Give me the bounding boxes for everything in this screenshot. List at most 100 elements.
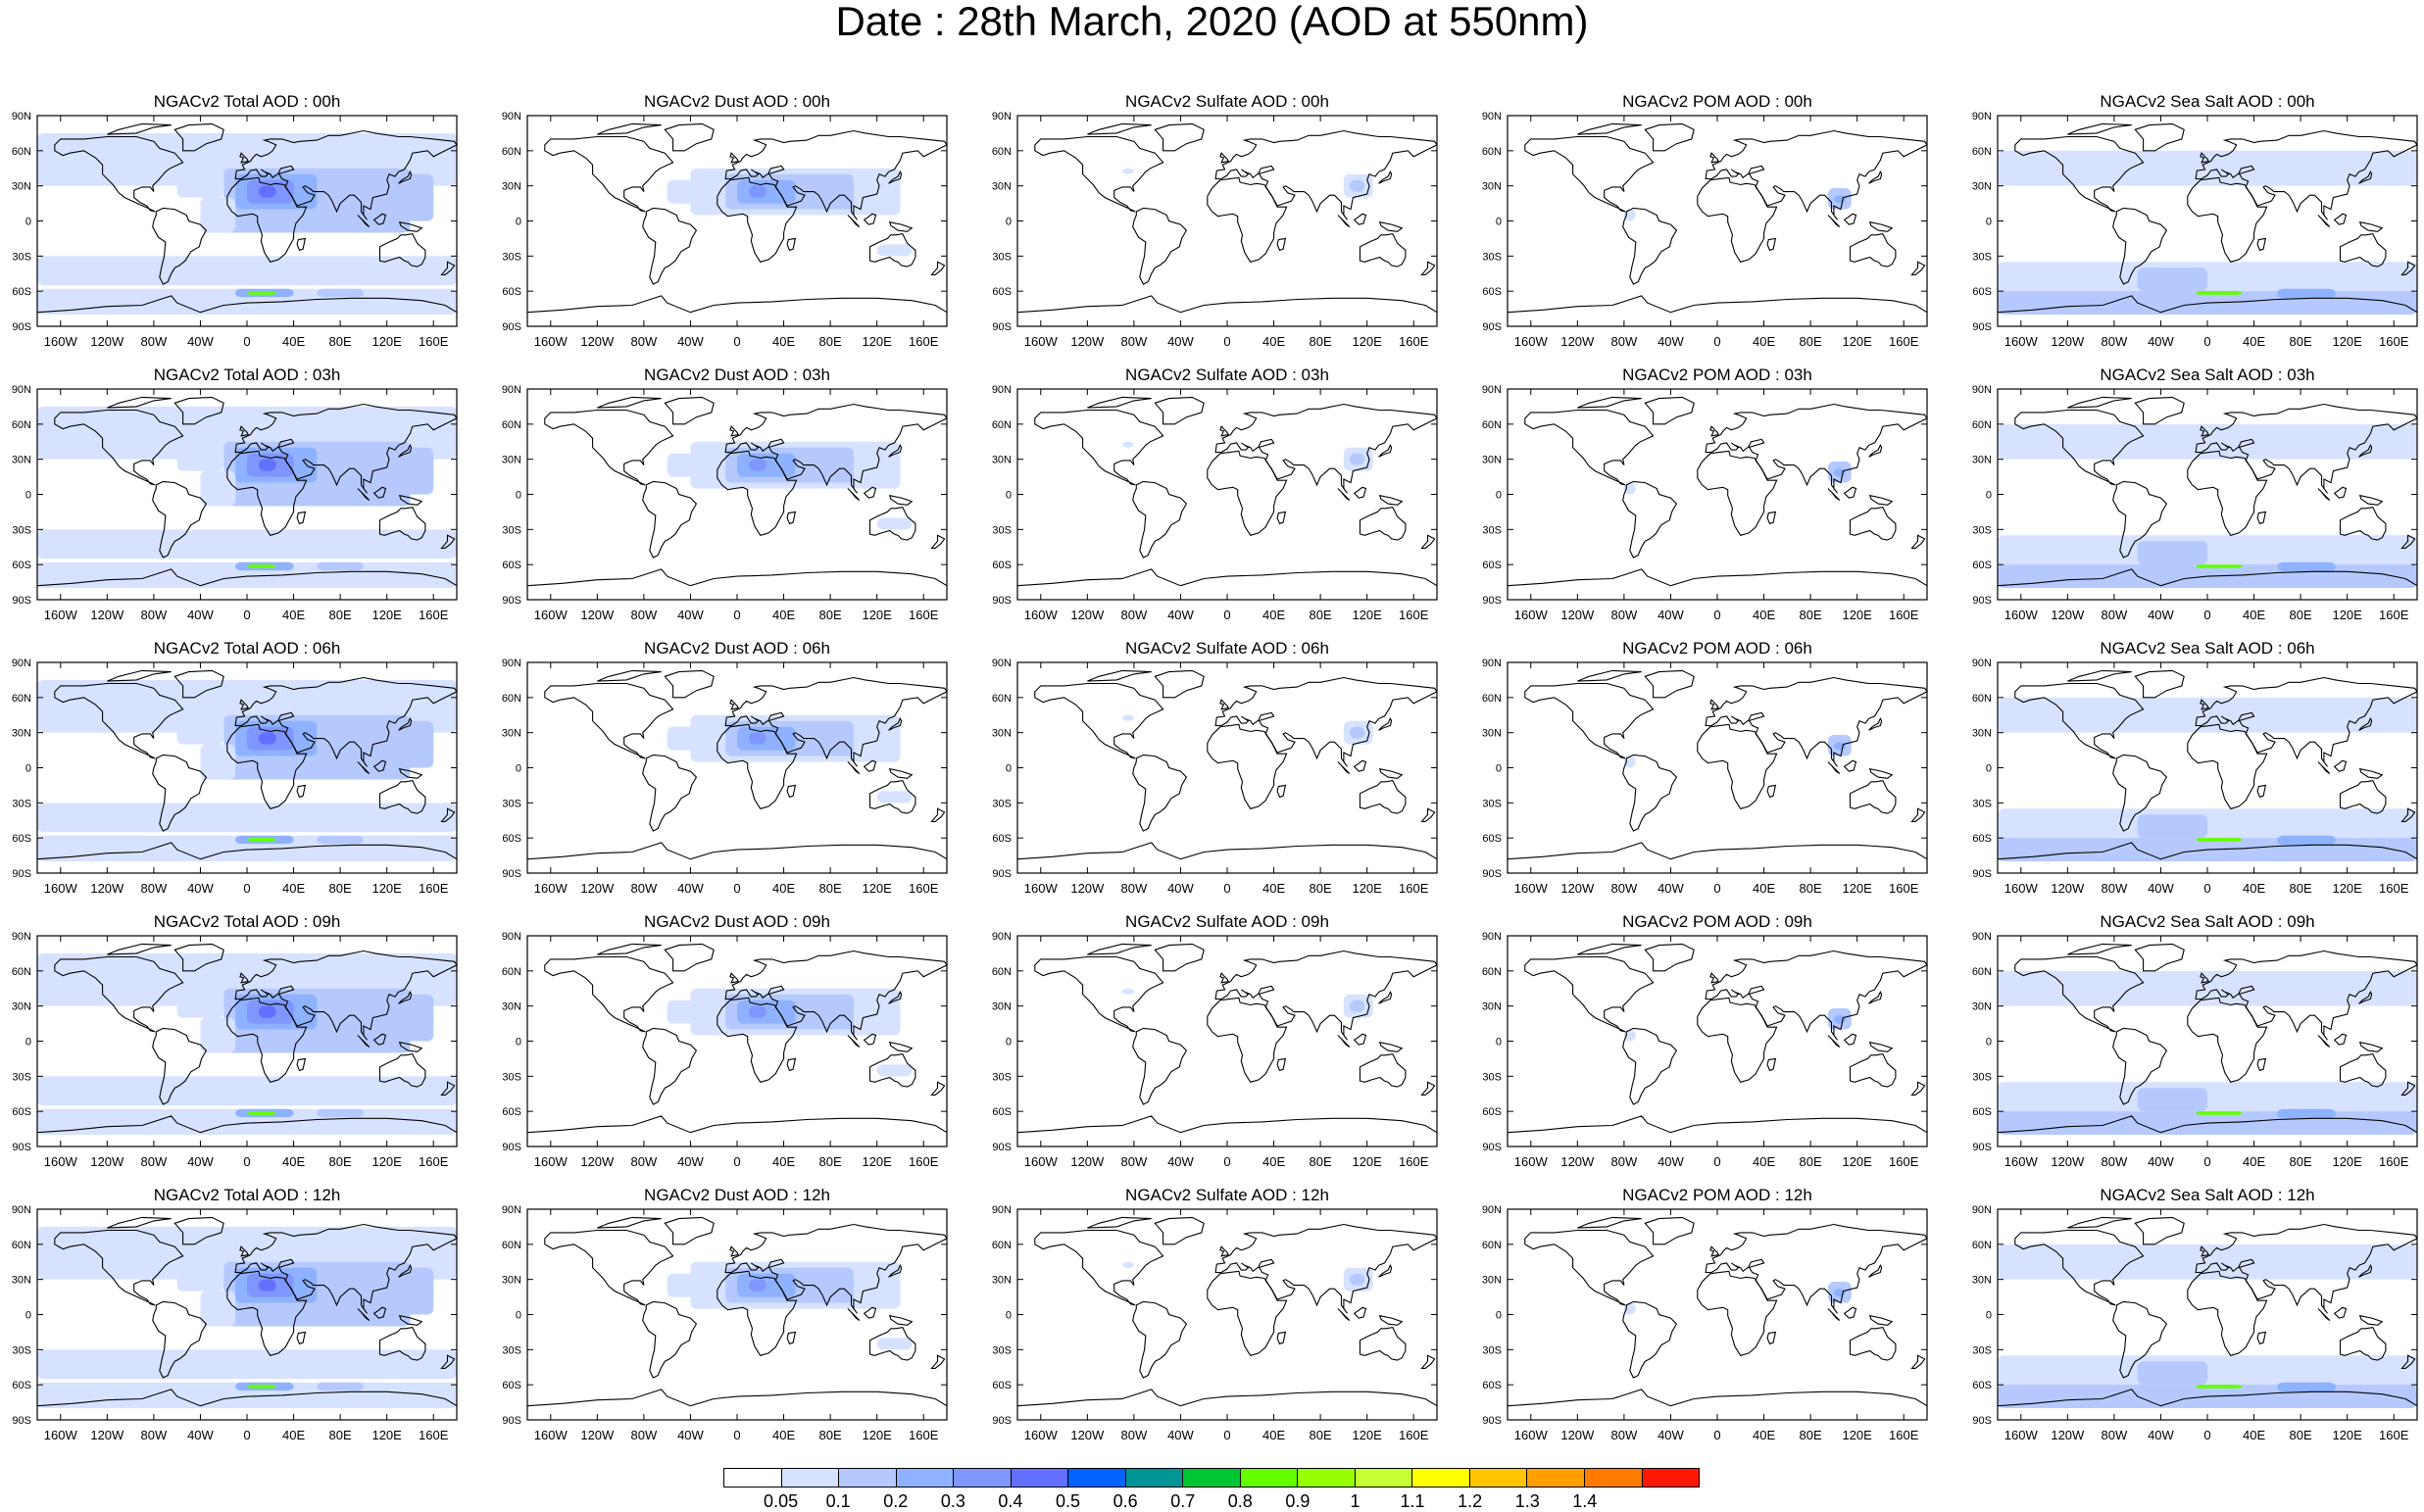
map-panel: NGACv2 Total AOD : 09h 90N 60N 30N 0 30S 60S 90… (12, 912, 458, 1169)
panel-title: NGACv2 POM AOD : 12h (1622, 1186, 1812, 1204)
lon-tick-label: 40E (1262, 334, 1285, 349)
colorbar-label: 0.6 (1113, 1491, 1138, 1511)
coastline (1353, 213, 1367, 225)
lat-tick-label: 30N (12, 1001, 31, 1013)
coastline (398, 444, 413, 458)
lon-tick-label: 120W (580, 608, 615, 622)
coastline (239, 152, 250, 164)
aod-field (1122, 441, 1373, 471)
aod-contour-region (176, 988, 224, 1018)
coastline (36, 842, 458, 860)
lon-tick-label: 40E (1753, 608, 1775, 622)
lon-tick-label: 120E (1842, 1428, 1872, 1442)
lon-tick-label: 160W (534, 334, 569, 349)
aod-contour-region (748, 1005, 767, 1018)
aod-contour-region (748, 732, 767, 745)
coastline (2317, 1035, 2331, 1048)
aod-contour-region (247, 564, 276, 568)
aod-contour-region (247, 291, 276, 295)
map-panel: NGACv2 Sea Salt AOD : 09h 90N 60N 30N 0 30S 60… (1972, 912, 2418, 1169)
coastline (664, 1216, 715, 1245)
coastline (2358, 767, 2384, 779)
coastline (1827, 761, 1841, 774)
map-panel: NGACv2 Sea Salt AOD : 00h 90N 60N 30N 0 30S 60… (1972, 92, 2418, 349)
lat-tick-label: 0 (1496, 490, 1502, 502)
lon-tick-label: 120E (1352, 608, 1382, 622)
coastline (1378, 1264, 1393, 1278)
lon-tick-label: 0 (2203, 608, 2210, 622)
lon-tick-label: 40E (1262, 608, 1285, 622)
coastline (372, 1306, 387, 1319)
aod-contour-region (876, 517, 913, 530)
lat-tick-label: 30N (12, 728, 31, 740)
coastline (1219, 152, 1230, 164)
lon-tick-label: 80W (1611, 1428, 1638, 1442)
aod-contour-region (1998, 150, 2417, 186)
coastline (372, 759, 387, 772)
lat-tick-label: 60N (992, 966, 1012, 978)
lon-tick-label: 160E (909, 334, 939, 349)
lat-tick-label: 0 (1496, 1037, 1502, 1049)
lat-tick-label: 60S (502, 1380, 521, 1391)
lon-tick-label: 80W (631, 608, 658, 622)
coastline (2067, 669, 2132, 682)
coastline (888, 991, 903, 1004)
lat-tick-label: 0 (1006, 1310, 1012, 1322)
colorbar-segment (1125, 1469, 1184, 1487)
map-panel: NGACv2 Dust AOD : 00h 90N 60N 30N 0 30S 60S 90S… (502, 92, 948, 349)
aod-contour-region (176, 441, 224, 471)
coastline (36, 568, 458, 587)
lat-tick-label: 90N (1972, 931, 1992, 943)
aod-contour-region (37, 1349, 457, 1380)
lat-tick-label: 0 (25, 763, 31, 775)
lon-tick-label: 160W (2004, 1428, 2039, 1442)
lat-tick-label: 90S (992, 1415, 1012, 1427)
coastline (1849, 779, 1897, 814)
coastline (234, 676, 458, 767)
aod-contour-region (317, 288, 364, 298)
lat-tick-label: 0 (25, 1037, 31, 1049)
colorbar-labels: 0.05 0.1 0.2 0.3 0.4 0.5 0.6 0.7 0.8 0.9 1 1.1 1.2 1.… (723, 1491, 1700, 1511)
lon-tick-label: 120E (371, 881, 402, 896)
lat-tick-label: 30S (992, 798, 1012, 809)
lon-tick-label: 120E (2332, 608, 2362, 622)
coastline (1766, 237, 1777, 252)
panel-title: NGACv2 Sulfate AOD : 09h (1125, 912, 1329, 931)
aod-contour-region (1623, 756, 1636, 768)
lon-tick-label: 40W (1657, 608, 1684, 622)
coastline (1705, 676, 1928, 767)
lat-tick-label: 30N (1482, 1001, 1502, 1013)
coastline (239, 972, 250, 984)
lon-tick-label: 80E (1800, 334, 1822, 349)
lat-tick-label: 60S (992, 833, 1012, 845)
lat-tick-label: 90N (12, 658, 31, 669)
coastline (2014, 682, 2145, 759)
lon-tick-label: 120W (90, 1154, 124, 1169)
colorbar-label: 1.4 (1572, 1491, 1598, 1511)
lon-tick-label: 0 (1223, 1428, 1230, 1442)
coastlines (1507, 1216, 1928, 1407)
lat-tick-label: 60S (502, 1106, 521, 1118)
lon-tick-label: 160E (1889, 608, 1919, 622)
lon-tick-label: 160E (1399, 881, 1429, 896)
coastline (398, 220, 423, 232)
colorbar-segment (1642, 1469, 1700, 1487)
lat-tick-label: 30N (1972, 1275, 1992, 1287)
aod-contour-region (200, 1291, 236, 1327)
coastline (1843, 1306, 1857, 1319)
lat-tick-label: 90S (992, 868, 1012, 880)
lat-tick-label: 90N (1482, 1204, 1502, 1216)
coastline (664, 396, 715, 425)
lat-tick-label: 90N (12, 1204, 31, 1216)
lat-tick-label: 60S (12, 286, 31, 298)
coastline (1214, 950, 1438, 1041)
lon-tick-label: 80W (2102, 1428, 2128, 1442)
coastline (2134, 943, 2185, 972)
aod-contour-region (1833, 195, 1846, 204)
lon-tick-label: 0 (2203, 881, 2210, 896)
lon-tick-label: 120W (90, 334, 124, 349)
lon-tick-label: 40E (772, 334, 795, 349)
coastline (54, 135, 184, 213)
coastline (1644, 669, 1695, 699)
lon-tick-label: 80E (329, 881, 352, 896)
